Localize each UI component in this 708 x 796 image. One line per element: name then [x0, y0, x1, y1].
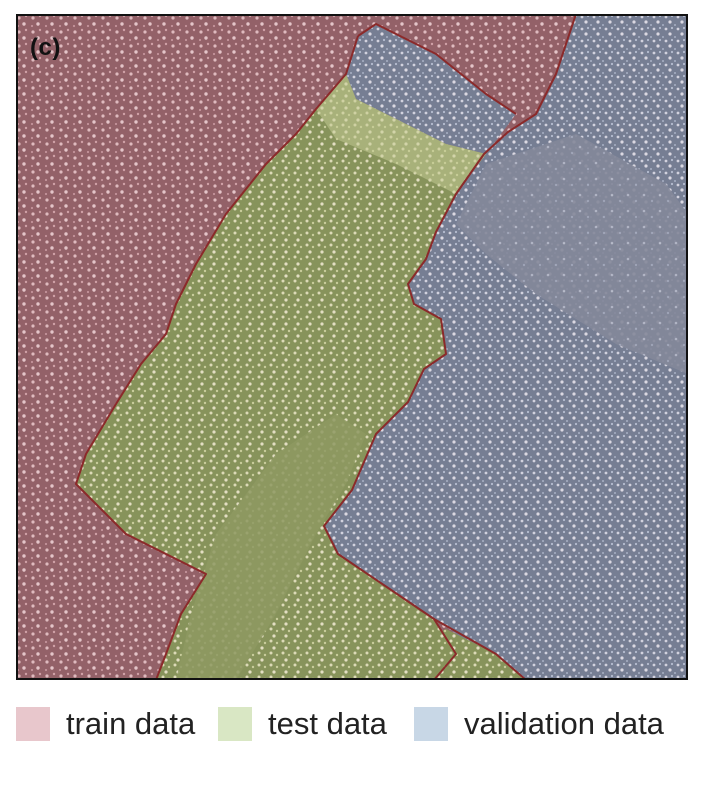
- legend-item-test: test data: [218, 704, 387, 744]
- legend-label-validation: validation data: [464, 706, 664, 741]
- segmentation-map: [16, 14, 688, 680]
- legend-swatch-train: [16, 707, 50, 741]
- legend: train data test data validation data: [16, 704, 696, 744]
- test-region: [76, 74, 486, 680]
- map-image: [16, 14, 688, 680]
- panel-label: (c): [30, 34, 61, 61]
- region-boundaries: [75, 14, 577, 680]
- test-open-field: [176, 414, 366, 680]
- legend-label-test: test data: [268, 706, 387, 741]
- legend-item-train: train data: [16, 704, 195, 744]
- legend-item-validation: validation data: [414, 704, 664, 744]
- test-highlight: [316, 74, 486, 194]
- legend-swatch-test: [218, 707, 252, 741]
- legend-label-train: train data: [66, 706, 196, 741]
- legend-swatch-validation: [414, 707, 448, 741]
- validation-dark-area: [456, 134, 688, 374]
- validation-strip: [346, 24, 516, 154]
